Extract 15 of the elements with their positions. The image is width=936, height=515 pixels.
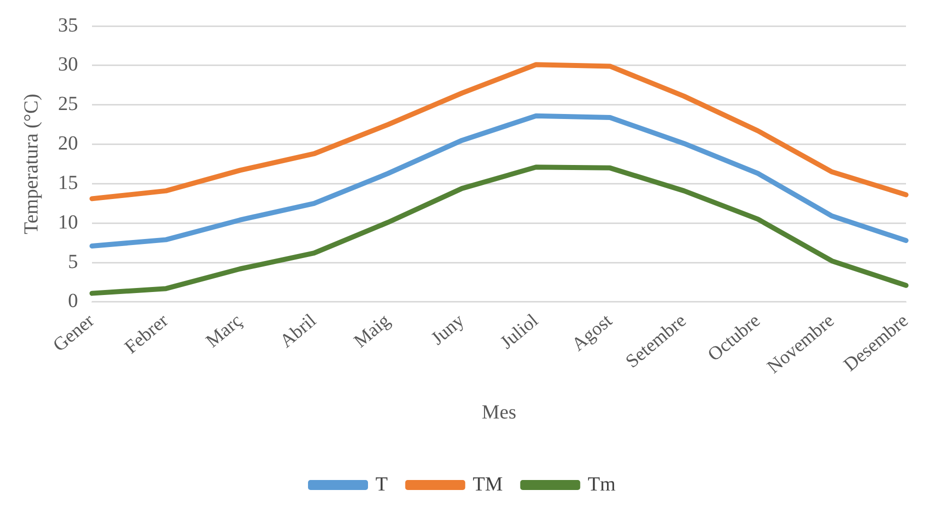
y-tick-label: 10	[58, 211, 78, 234]
x-tick-label: Juny	[427, 310, 469, 350]
y-tick-label: 30	[58, 54, 78, 76]
legend-label: Tm	[588, 473, 616, 496]
y-tick-label: 25	[58, 93, 78, 116]
y-tick-label: 20	[58, 132, 78, 155]
y-tick-label: 15	[58, 172, 78, 194]
x-tick-label: Març	[202, 310, 246, 352]
y-axis-title: Temperatura (°C)	[20, 94, 42, 234]
y-tick-label: 5	[68, 250, 78, 273]
legend-label: TM	[472, 473, 503, 496]
legend-label: T	[376, 473, 388, 496]
y-tick-label: 0	[68, 290, 78, 312]
x-axis-title: Mes	[482, 401, 516, 424]
y-tick-label: 35	[58, 14, 78, 36]
